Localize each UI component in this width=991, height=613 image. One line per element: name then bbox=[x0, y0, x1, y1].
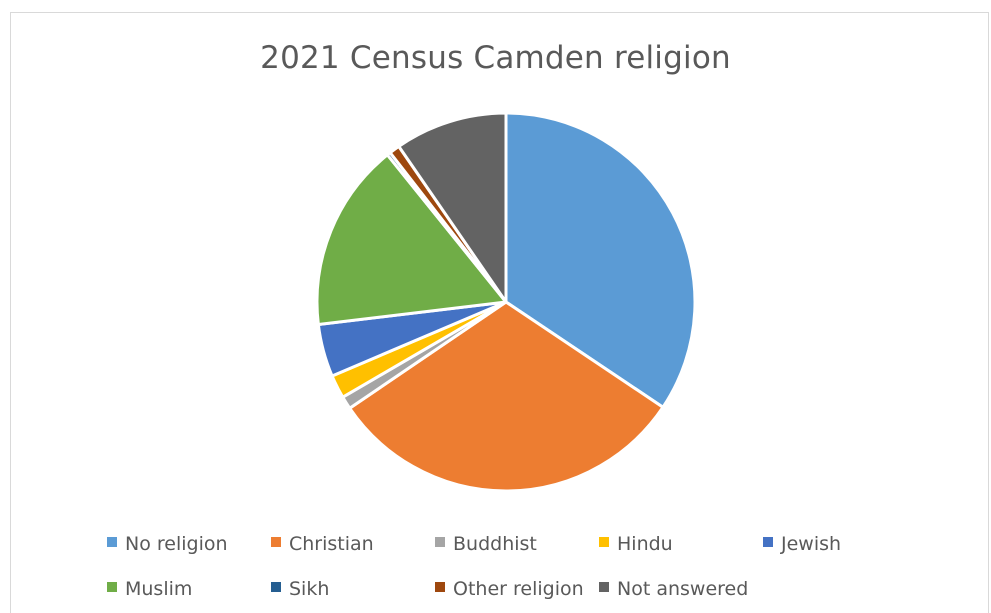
legend-item-christian: Christian bbox=[271, 533, 374, 555]
chart-title: 2021 Census Camden religion bbox=[260, 40, 731, 76]
legend-item-jewish: Jewish bbox=[763, 533, 841, 555]
legend-swatch bbox=[271, 582, 281, 592]
legend-swatch bbox=[763, 537, 773, 547]
legend-label: Jewish bbox=[780, 533, 841, 555]
legend-item-not-answered: Not answered bbox=[599, 578, 748, 600]
legend-swatch bbox=[599, 537, 609, 547]
pie-slices bbox=[315, 111, 697, 493]
legend-label: Buddhist bbox=[453, 533, 537, 555]
legend-swatch bbox=[435, 537, 445, 547]
legend-label: Muslim bbox=[125, 578, 192, 600]
legend-item-other-religion: Other religion bbox=[435, 578, 584, 600]
legend-swatch bbox=[271, 537, 281, 547]
legend-label: Not answered bbox=[617, 578, 748, 600]
legend: No religion Christian Buddhist Hindu Jewish M… bbox=[107, 533, 841, 600]
legend-item-no-religion: No religion bbox=[107, 533, 228, 555]
legend-swatch bbox=[107, 537, 117, 547]
legend-item-hindu: Hindu bbox=[599, 533, 673, 555]
legend-swatch bbox=[599, 582, 609, 592]
legend-label: No religion bbox=[125, 533, 228, 555]
legend-label: Sikh bbox=[289, 578, 329, 600]
pie-slice-not-answered bbox=[397, 111, 508, 304]
pie-slice-muslim bbox=[315, 153, 508, 327]
legend-label: Other religion bbox=[453, 578, 584, 600]
legend-label: Christian bbox=[289, 533, 374, 555]
legend-item-muslim: Muslim bbox=[107, 578, 192, 600]
legend-item-sikh: Sikh bbox=[271, 578, 329, 600]
legend-swatch bbox=[107, 582, 117, 592]
legend-swatch bbox=[435, 582, 445, 592]
pie-slice-no-religion bbox=[504, 111, 697, 409]
pie-slice-christian bbox=[348, 300, 665, 493]
legend-label: Hindu bbox=[617, 533, 673, 555]
legend-item-buddhist: Buddhist bbox=[435, 533, 537, 555]
